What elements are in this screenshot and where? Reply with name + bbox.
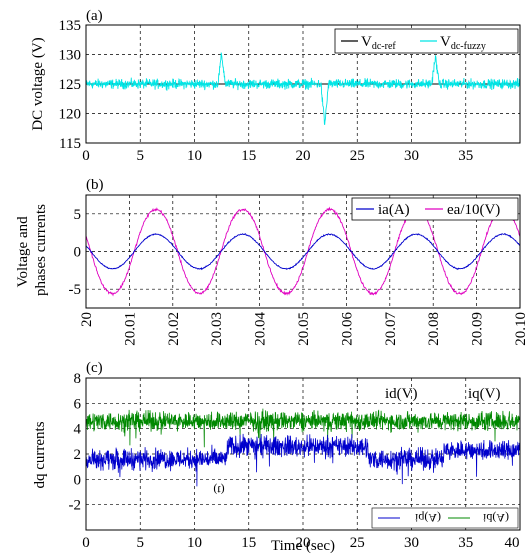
chart-panel-b: (b) -5 0 5 20 20.01 20.02 20.03 20.04 20…: [15, 177, 528, 346]
panel-a-xtick-label: 35: [458, 148, 473, 164]
panel-c-ylabel: dq currents: [32, 421, 48, 488]
series-id-line: [85, 433, 521, 487]
panel-c-xtick-label: 35: [458, 535, 473, 551]
panel-a-xtick-label: 20: [296, 148, 311, 164]
panel-c-mirrored-mark: (t): [213, 483, 224, 497]
panel-a-y-ticks: 115 120 125 130 135: [59, 18, 82, 152]
panel-b-y-ticks: -5 0 5: [69, 207, 82, 298]
panel-a-frame: [85, 24, 521, 144]
panel-c-ytick-label: 8: [74, 371, 82, 387]
panel-a-x-ticks: 0 5 10 15 20 25 30 35: [82, 148, 473, 164]
panel-a-ylabel: DC voltage (V): [30, 37, 46, 130]
panel-c-id-label: id(V): [385, 386, 418, 402]
panel-a-series: [85, 52, 521, 126]
panel-b-legend: ia(A) ea/10(V): [351, 197, 519, 221]
panel-c-iq-label: iq(V): [468, 386, 501, 402]
panel-b-xtick-label: 20.08: [426, 312, 442, 346]
panel-c-xtick-label: 10: [187, 535, 202, 551]
legend-vdc-ref-sub: dc-ref: [372, 41, 397, 52]
panel-c-y-ticks: -2 0 2 4 6 8: [69, 371, 82, 514]
panel-b-xtick-label: 20.06: [339, 312, 355, 346]
series-vdc-fuzzy-line: [85, 52, 521, 126]
panel-a-xtick-label: 15: [241, 148, 256, 164]
panel-b-frame: [85, 194, 521, 309]
panel-c-x-ticks: 0 5 10 15 20 25 30 35 40: [82, 535, 519, 551]
panel-c-series: [85, 408, 521, 487]
panel-c-xtick-label: 0: [82, 535, 90, 551]
panel-a-ytick-label: 130: [59, 48, 82, 64]
panel-b-xtick-label: 20.07: [383, 312, 399, 346]
legend-vdc-ref: Vdc-ref: [361, 34, 396, 52]
panel-c-frame: [85, 377, 521, 531]
panel-b-xtick-label: 20.04: [253, 312, 269, 346]
panel-a-xtick-label: 30: [404, 148, 419, 164]
panel-b-series: [85, 206, 521, 297]
panel-a-xtick-label: 10: [187, 148, 202, 164]
panel-b-xtick-label: 20.01: [122, 312, 138, 346]
panel-c-xtick-label: 15: [241, 535, 256, 551]
panel-a-legend: Vdc-ref Vdc-fuzzy: [334, 28, 519, 54]
panel-b-x-ticks: 20 20.01 20.02 20.03 20.04 20.05 20.06 2…: [79, 312, 528, 346]
legend-vdc-fuzzy: Vdc-fuzzy: [440, 34, 486, 52]
panel-b-ylabel-line-2: phases currents: [33, 204, 49, 296]
panel-b-ytick-label: -5: [69, 282, 82, 298]
panel-c-mirrored-legend: iq(A) id(A): [371, 507, 519, 529]
panel-c-ytick-label: 2: [74, 447, 82, 463]
legend-vdc-fuzzy-sub: dc-fuzzy: [451, 41, 486, 52]
series-ea-line: [85, 206, 521, 297]
panel-b-ytick-label: 0: [74, 245, 82, 261]
panel-c-mirrored-legend-box: [371, 507, 519, 529]
panel-c-ytick-label: 4: [74, 422, 82, 438]
series-iq-line: [85, 408, 521, 448]
series-ia-line: [85, 233, 521, 271]
panel-a-xtick-label: 5: [137, 148, 145, 164]
panel-c-xlabel: Time (sec): [271, 538, 335, 554]
mirrored-legend-id-text: id(A): [483, 511, 509, 525]
legend-vdc-ref-name: V: [361, 34, 372, 50]
panel-c-ytick-label: 6: [74, 396, 82, 412]
chart-panel-c: (c) -2 0 2 4 6 8 0 5 10 15 20 25 30 35 4…: [32, 360, 521, 554]
panel-a-ytick-label: 125: [59, 77, 82, 93]
legend-ia-label: ia(A): [378, 202, 410, 218]
panel-b-label: (b): [86, 177, 104, 193]
panel-c-grid: [86, 378, 520, 530]
mirrored-legend-iq-text: iq(A): [415, 511, 441, 525]
panel-c-ytick-label: 0: [74, 472, 82, 488]
panel-b-xtick-label: 20.10: [513, 312, 528, 346]
panel-c-xtick-label: 40: [505, 535, 520, 551]
panel-b-xtick-label: 20.09: [470, 312, 486, 346]
panel-c-xtick-label: 30: [404, 535, 419, 551]
panel-b-ytick-label: 5: [74, 207, 82, 223]
legend-vdc-fuzzy-name: V: [440, 34, 451, 50]
panel-c-ytick-label: -2: [69, 498, 82, 514]
panel-c-xtick-label: 25: [350, 535, 365, 551]
panel-a-ytick-label: 135: [59, 18, 82, 34]
panel-a-label: (a): [86, 8, 103, 24]
panel-c-xtick-label: 5: [137, 535, 145, 551]
panel-c-xtick-label: 20: [296, 535, 311, 551]
panel-b-xtick-label: 20: [79, 312, 95, 327]
panel-b-xtick-label: 20.02: [166, 312, 182, 346]
panel-b-ylabel: Voltage and phases currents: [15, 204, 49, 296]
panel-a-xtick-label: 25: [350, 148, 365, 164]
panel-c-label: (c): [86, 360, 103, 376]
panel-a-ytick-label: 120: [59, 107, 82, 123]
chart-panel-a: (a) 115 120 125 130 135 0 5 10 15 20 25 …: [30, 8, 521, 164]
panel-b-xtick-label: 20.03: [209, 312, 225, 346]
panel-b-ylabel-line-1: Voltage and: [15, 216, 31, 287]
panel-b-xtick-label: 20.05: [296, 312, 312, 346]
panel-a-xtick-label: 0: [82, 148, 90, 164]
legend-ea-label: ea/10(V): [447, 202, 500, 218]
panel-a-ytick-label: 115: [59, 136, 81, 152]
